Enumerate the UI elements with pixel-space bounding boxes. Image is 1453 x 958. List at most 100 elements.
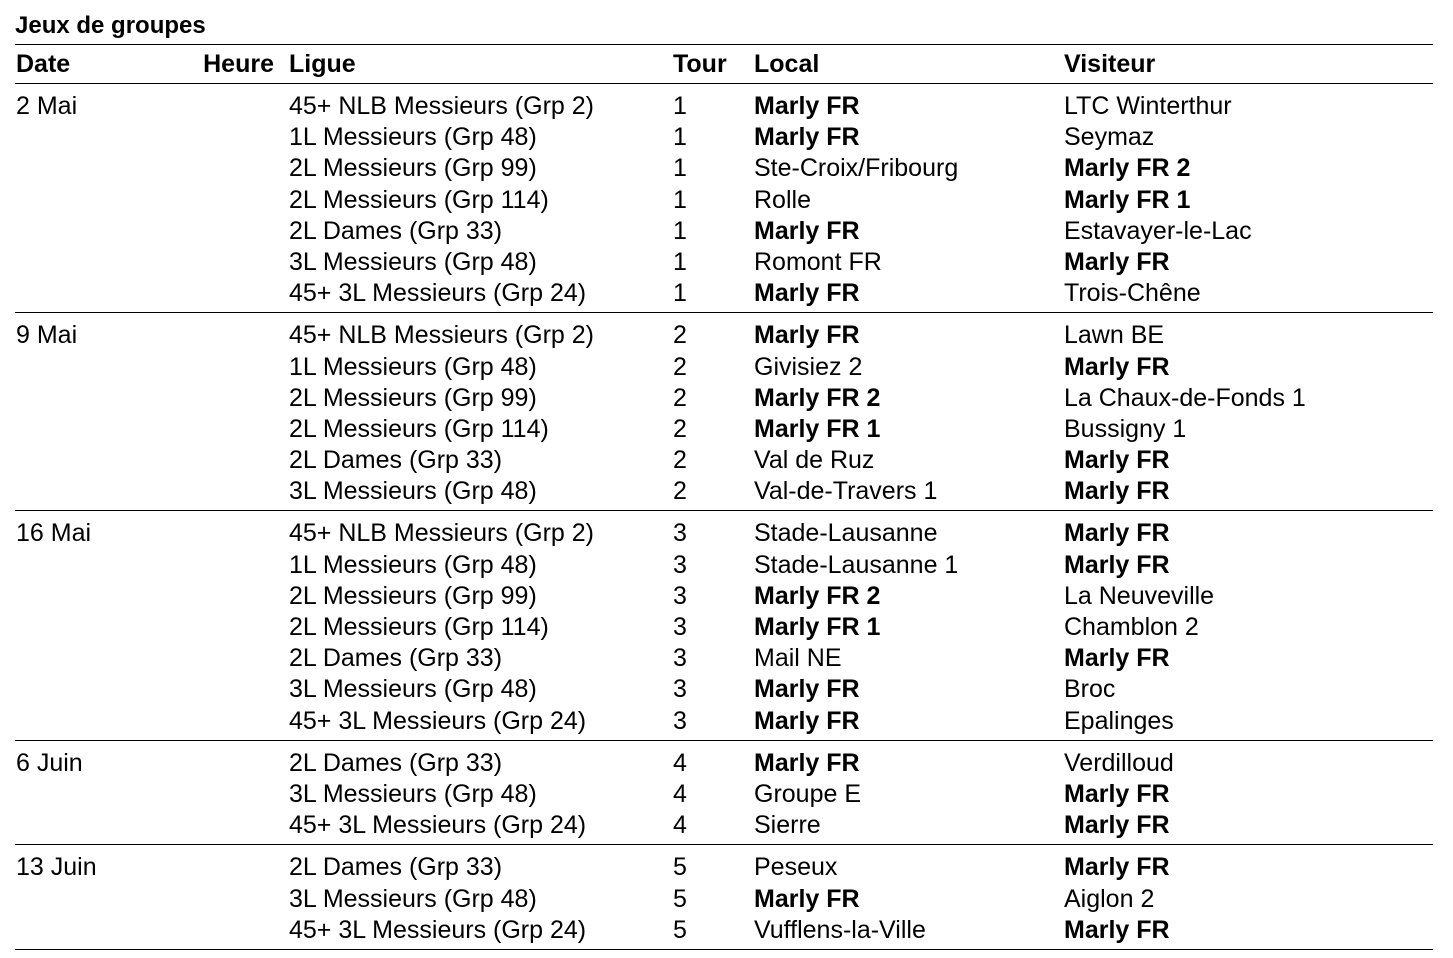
local-cell: Stade-Lausanne 1 [754, 550, 959, 579]
visiteur-cell: Marly FR [1064, 853, 1170, 882]
table-row: 45+ 3L Messieurs (Grp 24) 5 Vufflens-la-Vi… [15, 915, 1433, 946]
tour-cell: 5 [673, 915, 687, 944]
tour-cell: 3 [673, 706, 687, 735]
visiteur-cell: Marly FR [1064, 915, 1170, 944]
group-date: 6 Juin [16, 748, 83, 777]
tour-cell: 1 [673, 123, 687, 152]
date-group: 9 Mai 45+ NLB Messieurs (Grp 2) 2 Marly FR L… [15, 313, 1433, 512]
group-date: 13 Juin [16, 853, 97, 882]
ligue-cell: 2L Messieurs (Grp 99) [289, 383, 537, 412]
ligue-cell: 2L Messieurs (Grp 99) [289, 154, 537, 183]
local-cell: Marly FR 2 [754, 581, 881, 610]
visiteur-cell: Aiglon 2 [1064, 884, 1155, 913]
group-date: 9 Mai [16, 321, 78, 350]
table-row: 3L Messieurs (Grp 48) 3 Marly FR Broc [15, 674, 1433, 705]
ligue-cell: 2L Dames (Grp 33) [289, 446, 503, 475]
visiteur-cell: Chamblon 2 [1064, 613, 1199, 641]
local-cell: Sierre [754, 811, 821, 840]
visiteur-cell: Marly FR [1064, 519, 1170, 548]
ligue-cell: 3L Messieurs (Grp 48) [289, 675, 537, 704]
tour-cell: 3 [673, 675, 687, 704]
tour-cell: 1 [673, 279, 687, 308]
ligue-cell: 2L Messieurs (Grp 114) [289, 613, 549, 641]
tour-cell: 2 [673, 414, 687, 443]
table-row: 2L Dames (Grp 33) 3 Mail NE Marly FR [15, 643, 1433, 674]
date-group: 13 Juin 2L Dames (Grp 33) 5 Peseux Marly FR 3… [15, 845, 1433, 950]
ligue-cell: 2L Messieurs (Grp 114) [289, 414, 549, 443]
visiteur-cell: Estavayer-le-Lac [1064, 216, 1252, 245]
table-row: 45+ 3L Messieurs (Grp 24) 4 Sierre Marly FR [15, 810, 1433, 841]
ligue-cell: 45+ 3L Messieurs (Grp 24) [289, 706, 587, 735]
tour-cell: 1 [673, 185, 687, 214]
local-cell: Marly FR [754, 92, 860, 120]
visiteur-cell: Marly FR [1064, 779, 1170, 808]
ligue-cell: 45+ NLB Messieurs (Grp 2) [289, 519, 594, 548]
table-row: 2L Dames (Grp 33) 2 Val de Ruz Marly FR [15, 445, 1433, 476]
header-visiteur: Visiteur [1064, 50, 1156, 78]
tour-cell: 3 [673, 613, 687, 641]
table-row: 2L Messieurs (Grp 99) 1 Ste-Croix/Fribourg… [15, 153, 1433, 184]
ligue-cell: 45+ NLB Messieurs (Grp 2) [289, 92, 594, 120]
table-row: 45+ NLB Messieurs (Grp 2) 2 Marly FR Lawn B… [15, 320, 1433, 351]
table-row: 45+ NLB Messieurs (Grp 2) 1 Marly FR LTC Wi… [15, 91, 1433, 122]
header-date: Date [16, 50, 71, 78]
ligue-cell: 2L Dames (Grp 33) [289, 644, 503, 673]
visiteur-cell: Marly FR [1064, 446, 1170, 475]
table-header: Date Heure Ligue Tour Local Visiteur [15, 45, 1433, 84]
ligue-cell: 2L Messieurs (Grp 99) [289, 581, 537, 610]
local-cell: Ste-Croix/Fribourg [754, 154, 959, 183]
table-row: 45+ NLB Messieurs (Grp 2) 3 Stade-Lausanne… [15, 518, 1433, 549]
visiteur-cell: Trois-Chêne [1064, 279, 1201, 308]
local-cell: Marly FR [754, 321, 860, 350]
local-cell: Marly FR [754, 675, 860, 704]
local-cell: Marly FR 1 [754, 613, 881, 641]
section-title: Jeux de groupes [15, 12, 206, 39]
ligue-cell: 45+ 3L Messieurs (Grp 24) [289, 811, 587, 840]
local-cell: Marly FR [754, 706, 860, 735]
local-cell: Marly FR 2 [754, 383, 881, 412]
tour-cell: 3 [673, 550, 687, 579]
group-date: 2 Mai [16, 92, 78, 120]
visiteur-cell: Marly FR 2 [1064, 154, 1191, 183]
local-cell: Givisiez 2 [754, 352, 863, 381]
visiteur-cell: Marly FR 1 [1064, 185, 1191, 214]
local-cell: Marly FR [754, 748, 860, 777]
visiteur-cell: Lawn BE [1064, 321, 1165, 350]
date-group: 2 Mai 45+ NLB Messieurs (Grp 2) 1 Marly FR L… [15, 84, 1433, 314]
table-row: 1L Messieurs (Grp 48) 2 Givisiez 2 Marly FR [15, 352, 1433, 383]
table-row: 3L Messieurs (Grp 48) 5 Marly FR Aiglon 2 [15, 884, 1433, 915]
local-cell: Val-de-Travers 1 [754, 477, 938, 506]
table-row: 2L Messieurs (Grp 114) 3 Marly FR 1 Chamblo… [15, 612, 1433, 643]
ligue-cell: 3L Messieurs (Grp 48) [289, 884, 537, 913]
tour-cell: 2 [673, 446, 687, 475]
ligue-cell: 2L Messieurs (Grp 114) [289, 185, 549, 214]
visiteur-cell: Marly FR [1064, 811, 1170, 840]
local-cell: Romont FR [754, 247, 882, 276]
table-row: 2L Dames (Grp 33) 1 Marly FR Estavayer-le-L… [15, 216, 1433, 247]
ligue-cell: 45+ NLB Messieurs (Grp 2) [289, 321, 594, 350]
visiteur-cell: Marly FR [1064, 352, 1170, 381]
table-row: 45+ 3L Messieurs (Grp 24) 1 Marly FR Trois-… [15, 278, 1433, 309]
local-cell: Val de Ruz [754, 446, 875, 475]
tour-cell: 2 [673, 477, 687, 506]
tour-cell: 4 [673, 811, 687, 840]
local-cell: Mail NE [754, 644, 842, 673]
table-row: 3L Messieurs (Grp 48) 2 Val-de-Travers 1 Ma… [15, 476, 1433, 507]
visiteur-cell: Marly FR [1064, 477, 1170, 506]
visiteur-cell: Broc [1064, 675, 1116, 704]
table-row: 2L Dames (Grp 33) 5 Peseux Marly FR [15, 852, 1433, 883]
tour-cell: 2 [673, 321, 687, 350]
local-cell: Groupe E [754, 779, 862, 808]
tour-cell: 2 [673, 352, 687, 381]
tour-cell: 4 [673, 779, 687, 808]
visiteur-cell: Verdilloud [1064, 748, 1174, 777]
ligue-cell: 3L Messieurs (Grp 48) [289, 779, 537, 808]
local-cell: Marly FR [754, 279, 860, 308]
tour-cell: 3 [673, 519, 687, 548]
table-row: 3L Messieurs (Grp 48) 4 Groupe E Marly FR [15, 779, 1433, 810]
table-row: 1L Messieurs (Grp 48) 1 Marly FR Seymaz [15, 122, 1433, 153]
tour-cell: 2 [673, 383, 687, 412]
date-group: 6 Juin 2L Dames (Grp 33) 4 Marly FR Verdillo… [15, 741, 1433, 846]
ligue-cell: 1L Messieurs (Grp 48) [289, 550, 537, 579]
visiteur-cell: Marly FR [1064, 644, 1170, 673]
